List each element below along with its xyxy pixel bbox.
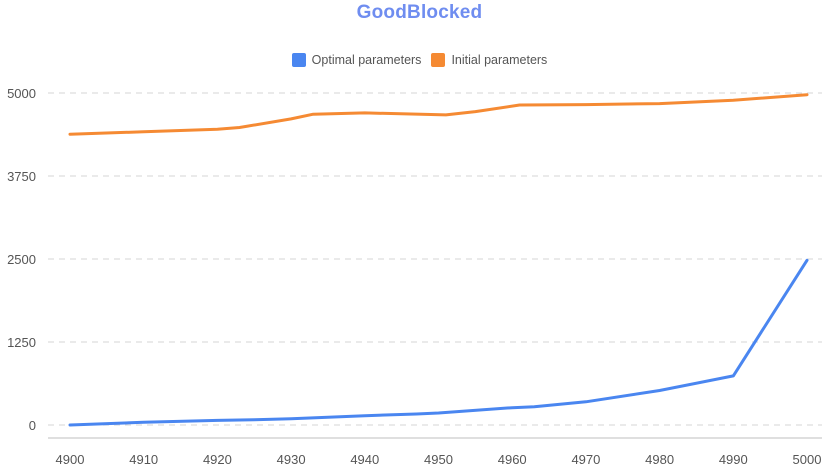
x-tick-label: 4970 (571, 452, 600, 467)
y-tick-label: 5000 (7, 86, 36, 101)
legend-swatch-optimal (291, 53, 306, 67)
series-line-optimal[interactable] (68, 258, 809, 427)
legend-item-initial[interactable]: Initial parameters (431, 53, 547, 67)
y-tick-label: 1250 (7, 335, 36, 350)
x-tick-label: 4950 (424, 452, 453, 467)
x-tick-label: 4930 (277, 452, 306, 467)
x-tick-label: 4910 (129, 452, 158, 467)
chart-title: GoodBlocked (356, 2, 483, 23)
y-tick-label: 0 (29, 418, 36, 433)
x-tick-label: 4940 (350, 452, 379, 467)
x-tick-label: 4920 (203, 452, 232, 467)
legend-swatch-initial (431, 53, 446, 67)
x-tick-label: 4900 (56, 452, 85, 467)
x-tick-label: 4990 (719, 452, 748, 467)
legend: Optimal parameters Initial parameters (0, 53, 839, 67)
y-tick-label: 2500 (7, 252, 36, 267)
x-tick-label: 4960 (498, 452, 527, 467)
legend-label-initial: Initial parameters (451, 53, 548, 67)
legend-item-optimal[interactable]: Optimal parameters (291, 53, 422, 67)
y-tick-label: 3750 (7, 169, 36, 184)
x-tick-label: 4980 (645, 452, 674, 467)
legend-label-optimal: Optimal parameters (311, 53, 422, 67)
x-tick-label: 5000 (793, 452, 822, 467)
series-line-initial[interactable] (68, 93, 809, 136)
